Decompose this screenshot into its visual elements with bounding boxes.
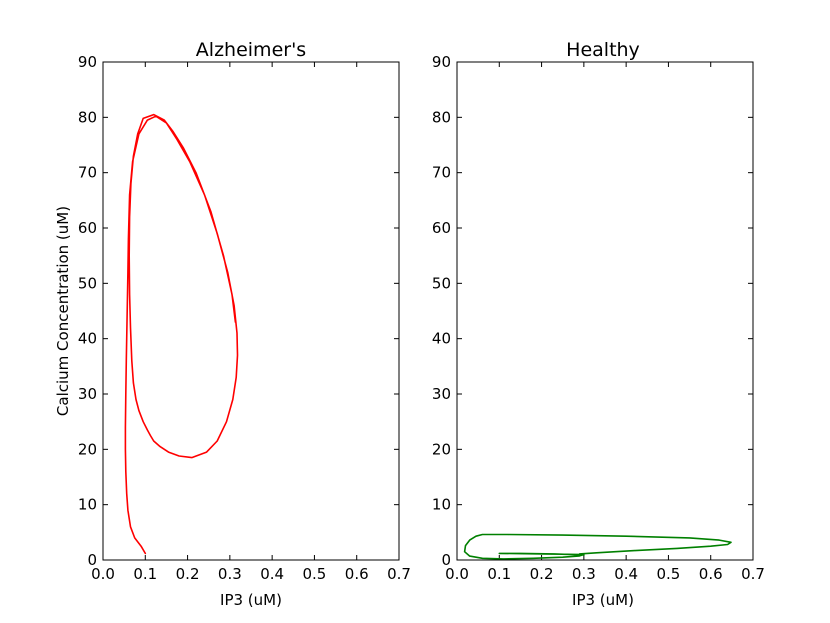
plot-frame: [456, 61, 754, 561]
ticks-group: 0.0 0.1 0.2 0.3 0.4 0.5 0.6 0.7 0 10 20 30 40 50 60 70 8…: [432, 53, 765, 583]
y-tick-label: 10: [432, 496, 451, 514]
x-tick-label: 0.4: [614, 565, 638, 583]
y-tick-label: 30: [78, 385, 97, 403]
y-tick-label: 90: [432, 53, 451, 71]
y-tick-label: 70: [78, 164, 97, 182]
y-axis-label: Calcium Concentration (uM): [54, 206, 72, 416]
y-tick-label: 50: [78, 274, 97, 292]
plot-frame: [102, 61, 400, 561]
x-tick-label: 0.5: [302, 565, 326, 583]
x-axis-label: IP3 (uM): [572, 591, 634, 609]
y-tick-label: 50: [432, 274, 451, 292]
x-tick-label: 0.0: [91, 565, 115, 583]
ticks-group: 0.0 0.1 0.2 0.3 0.4 0.5 0.6 0.7 0 10 20 30 40 50 60 70 8…: [78, 53, 411, 583]
x-tick-label: 0.1: [487, 565, 511, 583]
x-tick-label: 0.6: [345, 565, 369, 583]
y-tick-label: 0: [87, 551, 97, 569]
x-tick-label: 0.2: [176, 565, 200, 583]
y-tick-label: 30: [432, 385, 451, 403]
y-tick-label: 0: [441, 551, 451, 569]
y-tick-label: 70: [432, 164, 451, 182]
y-tick-label: 60: [78, 219, 97, 237]
x-tick-label: 0.3: [572, 565, 596, 583]
x-tick-label: 0.6: [699, 565, 723, 583]
chart-title: Healthy: [566, 39, 640, 61]
y-tick-label: 20: [432, 440, 451, 458]
y-tick-label: 40: [432, 330, 451, 348]
x-tick-label: 0.1: [133, 565, 157, 583]
y-tick-label: 40: [78, 330, 97, 348]
chart-panel-alzheimers: Alzheimer's Calcium Concentration (uM) I…: [54, 39, 411, 609]
x-tick-label: 0.7: [387, 565, 411, 583]
x-tick-label: 0.5: [656, 565, 680, 583]
y-tick-label: 90: [78, 53, 97, 71]
x-axis-label: IP3 (uM): [220, 591, 282, 609]
x-tick-label: 0.7: [741, 565, 765, 583]
chart-panel-healthy: Healthy IP3 (uM) 0.0 0.1 0.2 0.3 0.4 0.5 0.6 0.…: [432, 39, 765, 609]
series-line-healthy: [463, 533, 732, 560]
x-tick-label: 0.0: [445, 565, 469, 583]
y-tick-label: 60: [432, 219, 451, 237]
y-tick-label: 80: [78, 108, 97, 126]
x-tick-label: 0.2: [530, 565, 554, 583]
chart-title: Alzheimer's: [196, 39, 306, 61]
y-tick-label: 10: [78, 496, 97, 514]
series-line-alzheimers: [124, 113, 239, 555]
x-tick-label: 0.4: [260, 565, 284, 583]
y-tick-label: 20: [78, 440, 97, 458]
y-tick-label: 80: [432, 108, 451, 126]
x-tick-label: 0.3: [218, 565, 242, 583]
